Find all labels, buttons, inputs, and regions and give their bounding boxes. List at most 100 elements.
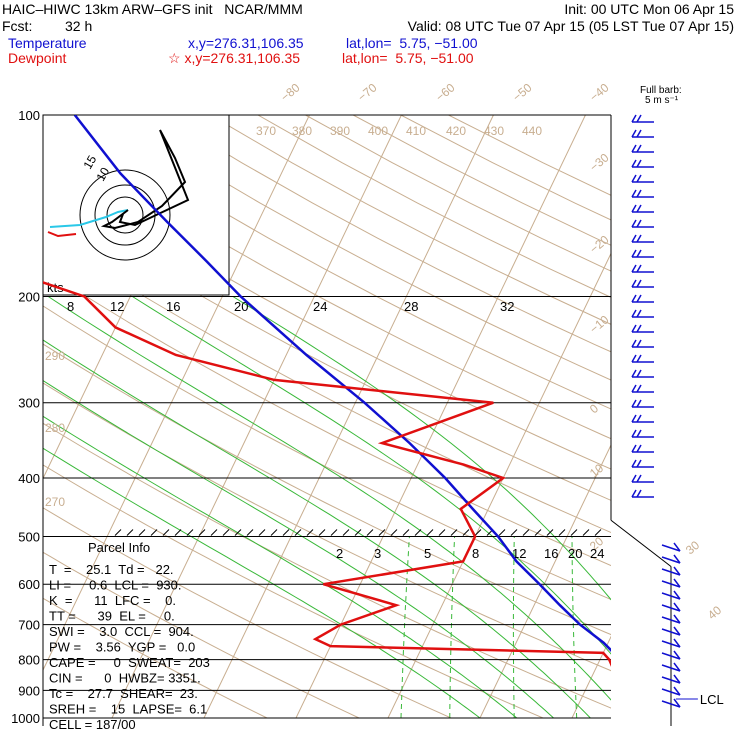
parcel-info-row: TT = 39 EL = 0.	[49, 609, 175, 624]
parcel-info-title: Parcel Info	[88, 540, 150, 555]
mixing-ratio-line	[624, 537, 633, 719]
wind-barb-flag	[673, 566, 681, 576]
dry-adiabat-line	[43, 163, 611, 470]
wind-barb-flag	[636, 189, 642, 198]
hatch-mark	[150, 529, 158, 536]
hodograph-cyan-trace	[49, 209, 129, 228]
hatch-mark	[378, 529, 386, 536]
dry-adiabat-line	[43, 464, 544, 718]
dry-adiabat-line	[43, 232, 611, 534]
hatch-mark	[282, 529, 290, 536]
hatch-mark	[522, 529, 530, 536]
isotherm-line	[479, 443, 611, 718]
hatch-mark	[354, 529, 362, 536]
wind-barb-flag	[636, 144, 642, 153]
pressure-tick-label: 100	[18, 108, 40, 123]
hatch-mark	[594, 529, 602, 536]
dry-adiabat-line	[43, 507, 452, 718]
mixing-ratio-label: 16	[544, 546, 558, 561]
wind-barb-flag	[673, 686, 681, 696]
dewpoint-legend-label: Dewpoint	[8, 50, 67, 66]
theta-label: 380	[292, 124, 312, 138]
pressure-tick-label: 700	[18, 618, 40, 633]
isotherm-label: 10	[587, 461, 606, 481]
dry-adiabat-line	[43, 597, 268, 718]
pressure-tick-label: 800	[18, 653, 40, 668]
hatch-mark	[318, 529, 326, 536]
wind-barb	[661, 652, 681, 660]
wind-barb	[661, 664, 681, 672]
hatch-mark	[114, 529, 122, 536]
isotherm-label: −80	[278, 80, 303, 104]
wind-barb-flag	[631, 324, 637, 333]
wind-barb	[661, 616, 681, 624]
parcel-info-row: SREH = 15 LAPSE= 6.1	[49, 702, 207, 717]
mixing-ratio-label: 24	[590, 546, 604, 561]
chart-title: HAIC–HIWC 13km ARW–GFS init NCAR/MMM	[2, 1, 303, 17]
wind-barb-flag	[636, 174, 642, 183]
wind-barb-flag	[636, 399, 642, 408]
theta-label: 410	[406, 124, 426, 138]
mixing-ratio-label: 8	[472, 546, 479, 561]
wind-barb-flag	[631, 339, 637, 348]
hatch-mark	[462, 529, 470, 536]
wind-barb-flag	[636, 414, 642, 423]
hatch-mark	[210, 529, 218, 536]
wind-barb-flag	[636, 294, 642, 303]
dry-adiabat-line	[43, 343, 611, 636]
pressure-tick-label: 1000	[11, 711, 40, 726]
hatch-mark	[342, 529, 350, 536]
pressure-tick-label: 600	[18, 577, 40, 592]
hodograph-red-trace	[47, 231, 77, 238]
wind-barb-flag	[636, 339, 642, 348]
dry-adiabat-line	[43, 268, 611, 567]
wind-barb-flag	[636, 444, 642, 453]
wind-barb-flag	[636, 204, 642, 213]
pressure-tick-label: 200	[18, 290, 40, 305]
hatch-mark	[426, 529, 434, 536]
mixing-ratio-label: 2	[336, 546, 343, 561]
theta-e-label: 16	[166, 299, 180, 314]
hatch-mark	[330, 529, 338, 536]
wind-barb	[661, 592, 681, 600]
wind-barb-flag	[673, 542, 681, 552]
wind-barb	[661, 604, 681, 612]
right-axis-bevel	[610, 519, 672, 567]
wind-barb-flag	[673, 626, 681, 636]
wind-barb-flag	[631, 159, 637, 168]
theta-e-label: 12	[110, 299, 124, 314]
theta-e-label: 24	[313, 299, 327, 314]
wind-barb-flag	[631, 144, 637, 153]
theta-label: 270	[45, 495, 65, 509]
theta-label: 430	[484, 124, 504, 138]
hatch-mark	[222, 529, 230, 536]
wind-barb-flag	[673, 602, 681, 612]
isotherm-line	[203, 115, 494, 718]
barb-key-units: 5 m s⁻¹	[645, 95, 679, 106]
wind-barb-flag	[636, 429, 642, 438]
wind-barbs-lower	[661, 542, 681, 708]
dry-adiabat-line	[43, 551, 360, 718]
hatch-mark	[174, 529, 182, 536]
parcel-info-row: K = 11 LFC = 0.	[49, 593, 176, 608]
wind-barb-flag	[673, 554, 681, 564]
barb-key-label: Full barb:	[640, 85, 682, 96]
wind-barb	[661, 700, 681, 708]
mixing-ratio-line	[512, 536, 515, 718]
wind-barb-flag	[631, 219, 637, 228]
pressure-tick-label: 400	[18, 471, 40, 486]
wind-barb	[661, 568, 681, 576]
wind-barb-flag	[636, 384, 642, 393]
wind-barb-flag	[631, 444, 637, 453]
dewpoint-latlon: lat,lon= 5.75, −51.00	[342, 50, 474, 66]
hatch-mark	[582, 529, 590, 536]
wind-barb-flag	[631, 234, 637, 243]
hatch-mark	[246, 529, 254, 536]
wind-barb	[661, 676, 681, 684]
wind-barb-flag	[636, 114, 642, 123]
hatch-mark	[270, 529, 278, 536]
mixing-ratio-line	[692, 537, 707, 719]
wind-barb-flag	[636, 159, 642, 168]
wind-barb-flag	[631, 354, 637, 363]
wind-barb-flag	[636, 474, 642, 483]
